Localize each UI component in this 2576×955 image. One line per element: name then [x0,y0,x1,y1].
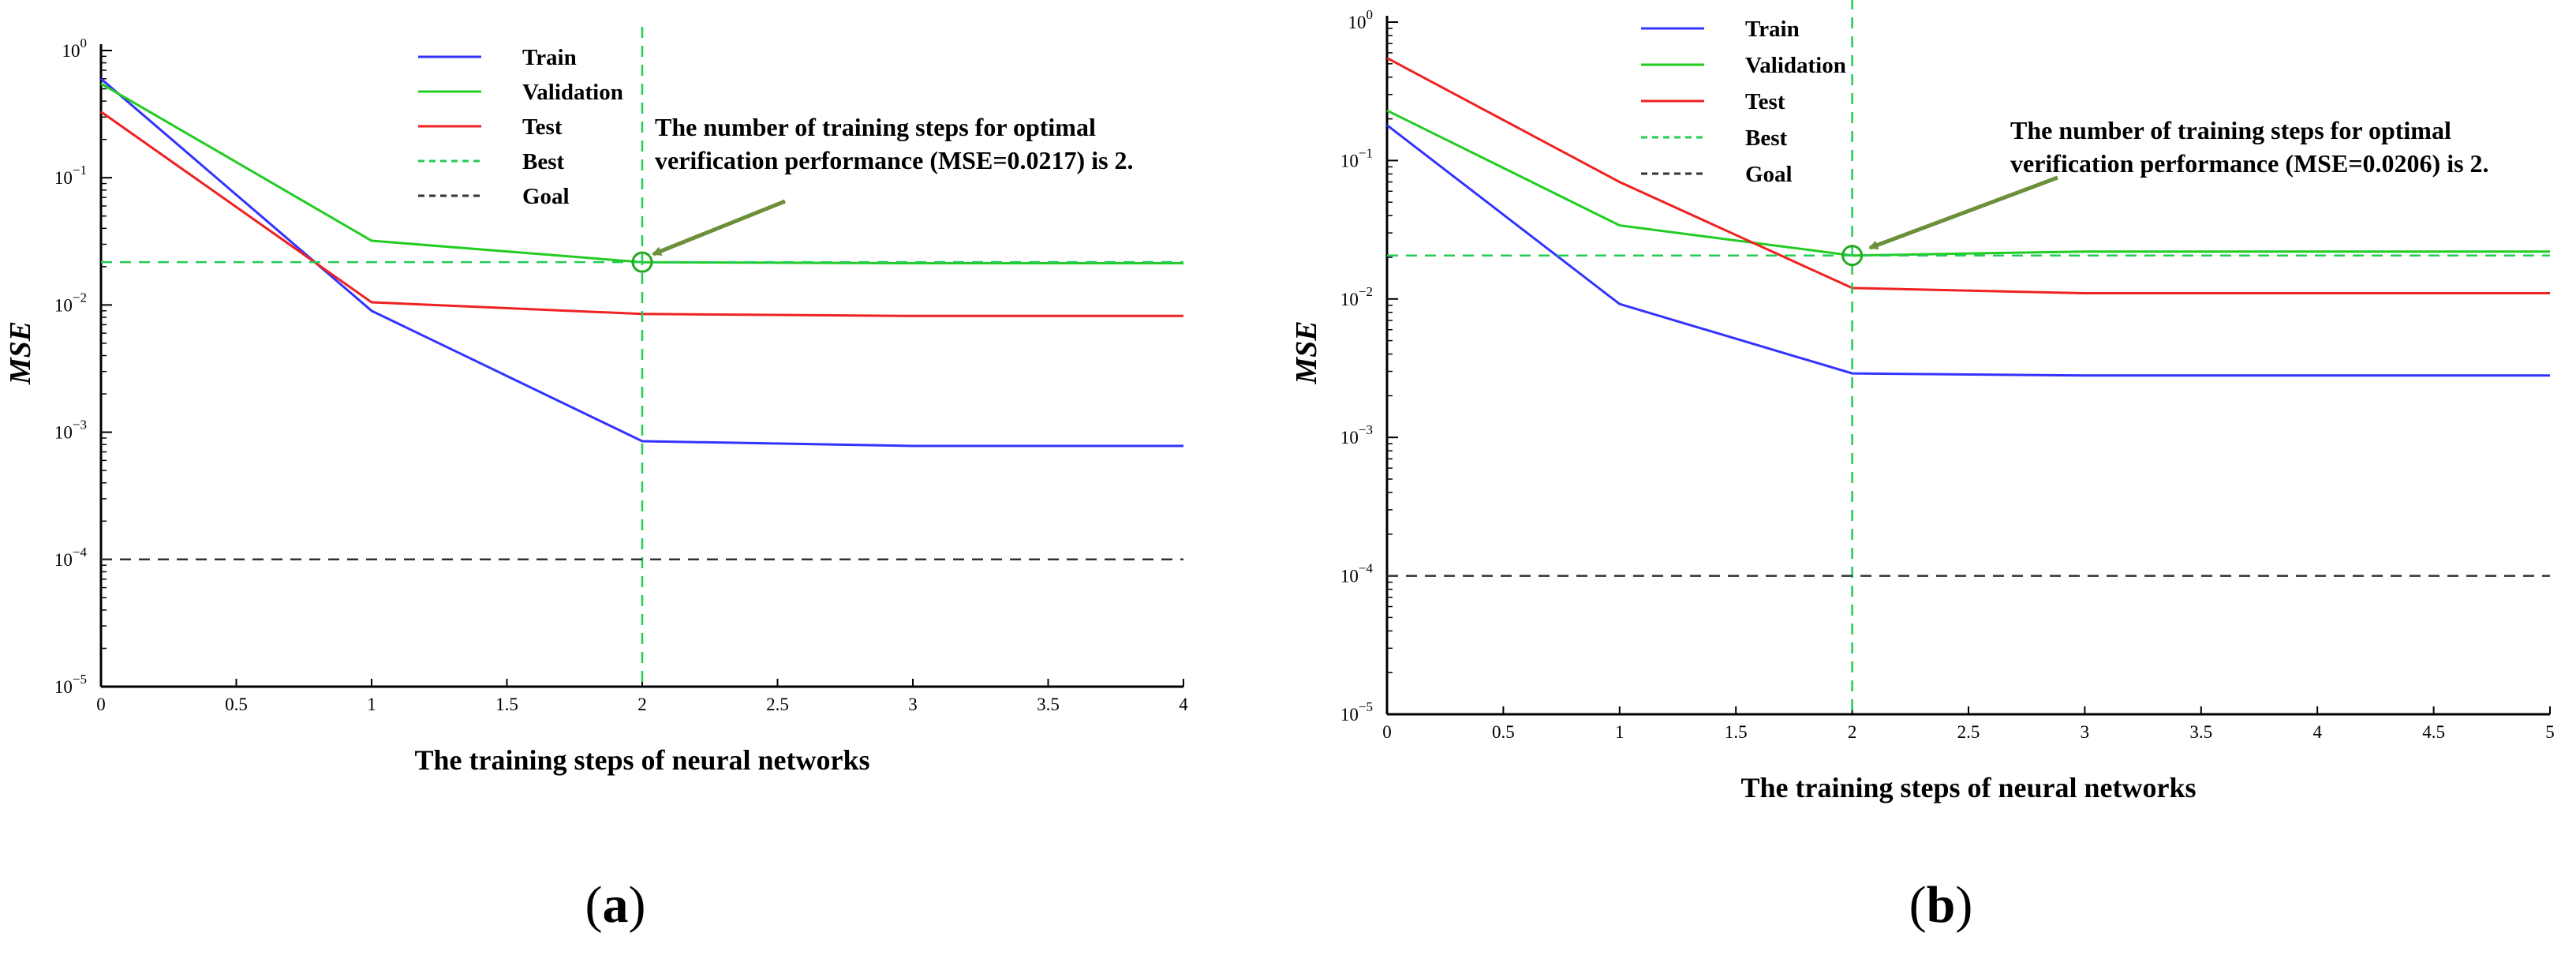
best-point-marker [631,251,653,273]
legend-label-best: Best [1745,125,1788,151]
legend-label-validation: Validation [522,80,623,105]
y-axis-title: MSE [4,321,37,385]
x-tick-label: 0 [96,695,106,714]
series-line-test [1386,57,2550,294]
x-tick-label: 1 [367,695,376,714]
x-axis-title: The training steps of neural networks [414,744,869,776]
annotation-text-line: verification performance (MSE=0.0206) is… [2010,149,2489,178]
x-tick-label: 0 [1382,722,1392,742]
annotation-text-line: verification performance (MSE=0.0217) is… [655,146,1134,174]
chart-panel-a: 0 0.5 1 1.5 2 2.5 3 3.5 4 10−5 10−4 10−3 10−2 10−1 100… [4,27,1188,934]
x-tick-label: 0.5 [1492,722,1515,742]
x-tick-label: 2 [637,695,647,714]
legend-label-goal: Goal [1745,162,1793,187]
legend-label-goal: Goal [522,184,570,209]
y-tick-label: 10−5 [54,672,87,697]
series-line-validation [1386,109,2550,257]
annotation-arrow [652,199,786,257]
y-tick-label: 10−3 [1340,422,1373,448]
y-tick-label: 100 [62,36,88,61]
x-tick-label: 2.5 [1957,722,1980,742]
y-tick-label: 10−5 [1340,699,1373,725]
y-tick-label: 10−1 [1340,145,1373,170]
y-tick-label: 10−4 [54,545,88,570]
legend-label-train: Train [1745,17,1800,42]
legend-label-train: Train [522,45,577,70]
x-tick-label: 1 [1615,722,1624,742]
x-tick-label: 2 [1848,722,1857,742]
series-line-train [1386,124,2550,377]
y-axis-title: MSE [1290,320,1323,384]
x-tick-label: 2.5 [766,695,789,714]
x-tick-label: 5 [2545,722,2555,742]
y-tick-label: 10−4 [1340,561,1374,586]
x-axis-title: The training steps of neural networks [1740,772,2196,803]
legend-label-test: Test [522,114,563,140]
x-tick-label: 3 [2081,722,2090,742]
annotation-text-line: The number of training steps for optimal [655,113,1096,141]
x-tick-label: 4 [1179,695,1188,714]
chart-panel-b: 0 0.5 1 1.5 2 2.5 3 3.5 4 4.5 5 10−5 10−4 10−3 10−2 10−… [1290,0,2555,934]
annotation-arrow [1868,175,2058,250]
y-tick-label: 100 [1348,7,1374,32]
panel-label: (b) [1909,876,1973,934]
x-tick-label: 3 [908,695,918,714]
x-tick-label: 0.5 [225,695,248,714]
legend-label-validation: Validation [1745,53,1846,78]
x-tick-label: 1.5 [495,695,518,714]
x-tick-label: 3.5 [1037,695,1060,714]
series-line-train [100,77,1183,448]
best-point-marker [1841,245,1864,267]
panel-label: (a) [585,876,646,934]
y-tick-label: 10−1 [54,163,87,188]
annotation-text-line: The number of training steps for optimal [2010,116,2451,144]
y-tick-label: 10−2 [54,290,87,315]
legend-label-best: Best [522,149,565,174]
y-tick-label: 10−3 [54,418,87,443]
legend-label-test: Test [1745,89,1785,114]
x-tick-label: 4.5 [2422,722,2445,742]
x-tick-label: 4 [2312,722,2322,742]
x-tick-label: 3.5 [2189,722,2212,742]
x-tick-label: 1.5 [1725,722,1748,742]
y-tick-label: 10−2 [1340,284,1373,309]
